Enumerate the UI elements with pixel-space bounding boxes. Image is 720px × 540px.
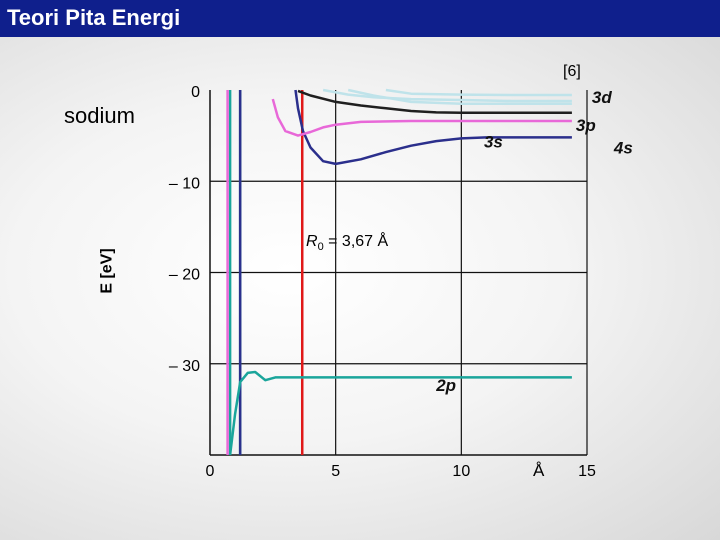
x-tick-label: 10 [452,463,470,480]
r0-subscript: 0 [317,241,324,254]
title-bar: Teori Pita Energi [0,0,720,37]
band-label-3d: 3d [592,88,612,107]
element-label: sodium [64,103,135,128]
series-3p [271,98,572,137]
r0-label: R0 = 3,67 Å [306,233,388,253]
band-label-4s: 4s [613,139,633,158]
series-3s [294,89,572,166]
y-tick-label: 0 [191,84,200,101]
series-extra-5 [347,88,572,105]
slide-title: Teori Pita Energi [7,5,181,30]
r0-value: = 3,67 Å [323,233,389,250]
series-2p [228,370,572,456]
x-tick-label: 0 [206,463,215,480]
x-tick-label: 5 [331,463,340,480]
y-tick-label: – 30 [169,358,200,375]
band-label-2p: 2p [435,376,456,395]
y-tick-label: – 20 [169,267,200,284]
series-extra-6 [385,88,572,97]
series-4s [297,89,572,115]
r0-symbol: R [306,233,318,250]
band-label-3s: 3s [484,132,503,151]
x-tick-label: 15 [578,463,596,480]
y-tick-label: – 10 [169,175,200,192]
reference-label: [6] [563,63,581,80]
x-unit-label: Å [533,461,545,480]
series-3d [322,88,572,103]
band-label-3p: 3p [576,116,596,135]
